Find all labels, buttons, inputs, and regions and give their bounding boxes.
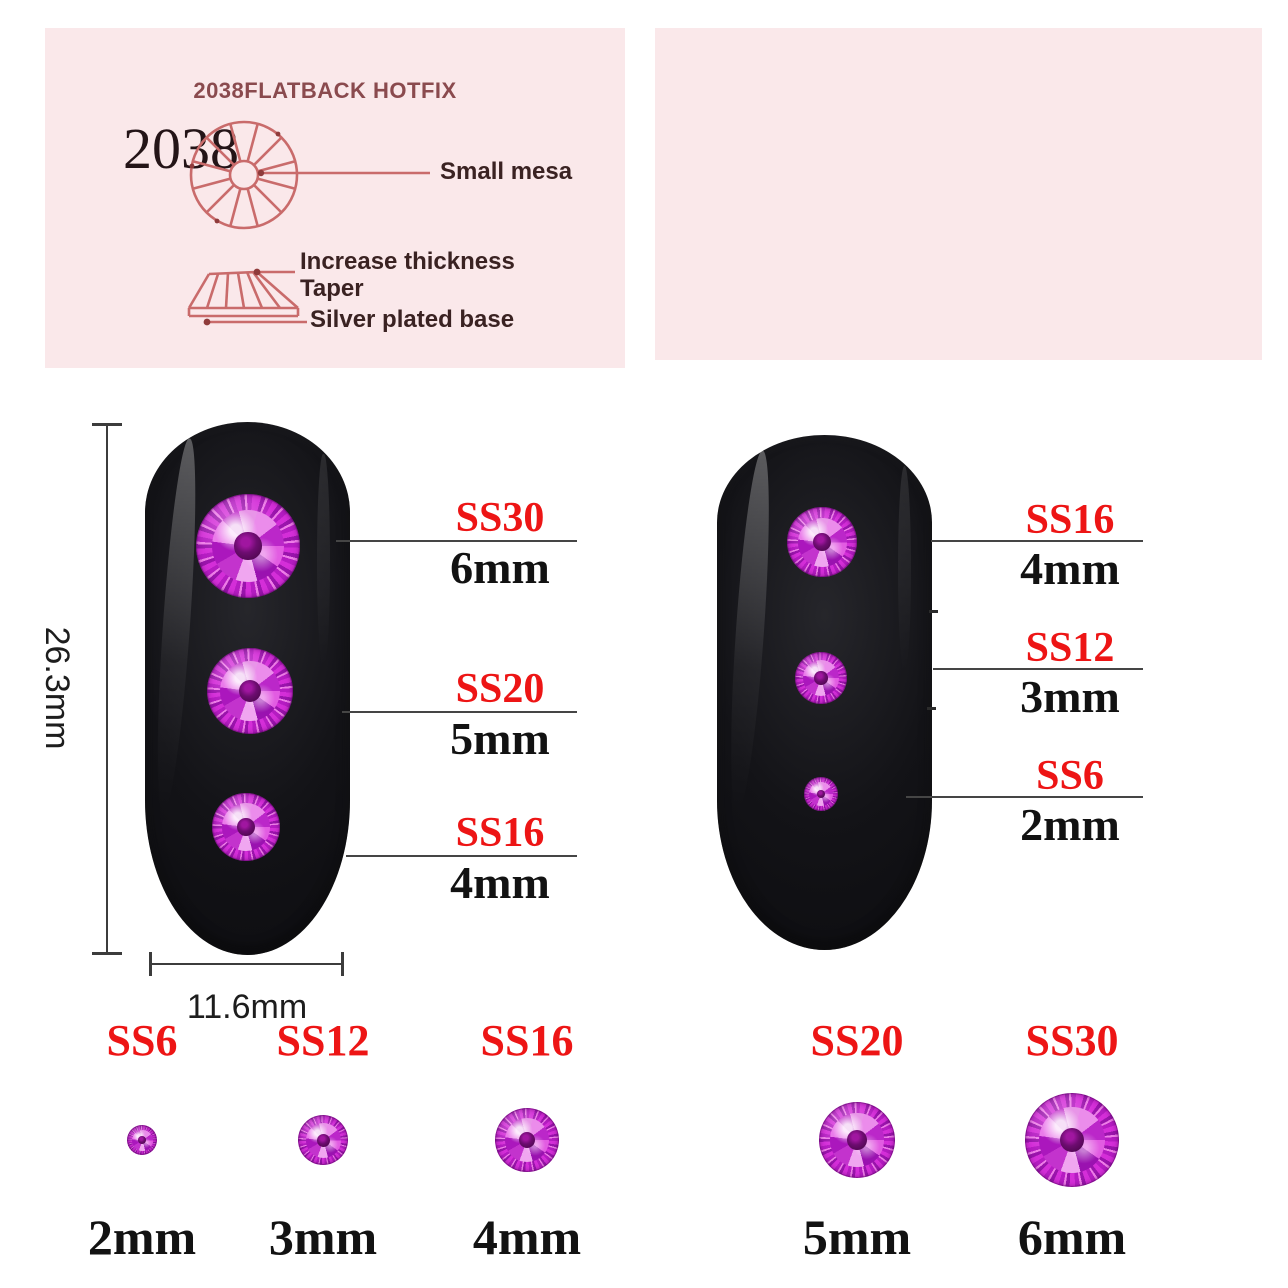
leader-line-ss16-left — [346, 855, 577, 857]
stone-size-5mm: 5mm — [450, 713, 550, 764]
chart-code-ss6: SS6 — [106, 1016, 178, 1065]
chart-size-6mm: 6mm — [1017, 1209, 1127, 1265]
leader-line-ss6 — [906, 796, 1143, 798]
nail-edge-tick-1 — [929, 610, 938, 613]
width-dimension-cap-left — [149, 952, 152, 976]
rhinestone-gem-ss16-right — [787, 507, 857, 577]
panel-title: 2038FLATBACK HOTFIX — [193, 78, 457, 103]
nail-height-label: 26.3mm — [38, 626, 76, 750]
chart-gem-ss12 — [298, 1115, 348, 1165]
size-chart-item-ss6: SS6 2mm — [57, 1015, 227, 1265]
size-chart-item-ss16: SS16 4mm — [442, 1015, 612, 1265]
height-dimension-cap-top — [92, 423, 122, 426]
chart-code-ss16: SS16 — [480, 1016, 574, 1065]
width-dimension-line — [150, 963, 343, 965]
chart-gem-ss6 — [127, 1125, 157, 1155]
callout-silver-plated-base: Silver plated base — [310, 306, 515, 333]
rhinestone-gem-ss6 — [804, 777, 838, 811]
stone-code-ss20: SS20 — [455, 666, 545, 712]
height-dimension-cap-bottom — [92, 952, 122, 955]
stone-size-2mm: 2mm — [1020, 799, 1120, 850]
stone-size-3mm: 3mm — [1020, 671, 1120, 722]
chart-size-5mm: 5mm — [802, 1209, 912, 1265]
stone-code-ss6: SS6 — [1036, 753, 1104, 799]
stone-size-6mm: 6mm — [450, 542, 550, 593]
stone-code-ss12: SS12 — [1025, 625, 1115, 671]
leader-line-ss16-right — [931, 540, 1143, 542]
height-dimension-line — [106, 425, 108, 955]
stone-size-4mm-left: 4mm — [450, 857, 550, 908]
chart-gem-ss20 — [819, 1102, 895, 1178]
rhinestone-gem-ss20 — [207, 648, 293, 734]
rhinestone-gem-ss12 — [795, 652, 847, 704]
leader-line-ss20 — [342, 711, 577, 713]
rhinestone-gem-ss30 — [196, 494, 300, 598]
chart-size-2mm: 2mm — [87, 1209, 197, 1265]
size-title-panel: sıze — [655, 28, 1262, 360]
stone-code-ss30: SS30 — [455, 495, 545, 541]
size-chart-item-ss30: SS30 6mm — [987, 1015, 1157, 1265]
size-chart-item-ss12: SS12 3mm — [238, 1015, 408, 1265]
leader-line-ss30 — [336, 540, 577, 542]
nail-edge-tick-2 — [927, 707, 936, 710]
size-chart-item-ss20: SS20 5mm — [772, 1015, 942, 1265]
leader-line-ss12 — [933, 668, 1143, 670]
rhinestone-structure-diagram — [187, 120, 430, 326]
chart-size-3mm: 3mm — [268, 1209, 378, 1265]
chart-code-ss30: SS30 — [1025, 1016, 1119, 1065]
callout-increase-thickness: Increase thickness — [300, 248, 515, 275]
structure-panel: 2038FLATBACK HOTFIX 2038 — [45, 28, 625, 368]
nail-width-label: 11.6mm — [186, 988, 308, 1026]
callout-small-mesa: Small mesa — [440, 158, 573, 185]
chart-code-ss12: SS12 — [276, 1016, 370, 1065]
callout-taper: Taper — [300, 275, 364, 302]
stone-code-ss16-right: SS16 — [1025, 497, 1115, 543]
chart-code-ss20: SS20 — [810, 1016, 904, 1065]
chart-size-4mm: 4mm — [472, 1209, 582, 1265]
chart-gem-ss30 — [1025, 1093, 1119, 1187]
stone-code-ss16-left: SS16 — [455, 810, 545, 856]
stone-size-4mm-right: 4mm — [1020, 543, 1120, 594]
chart-gem-ss16 — [495, 1108, 559, 1172]
width-dimension-cap-right — [341, 952, 344, 976]
rhinestone-gem-ss16 — [212, 793, 280, 861]
